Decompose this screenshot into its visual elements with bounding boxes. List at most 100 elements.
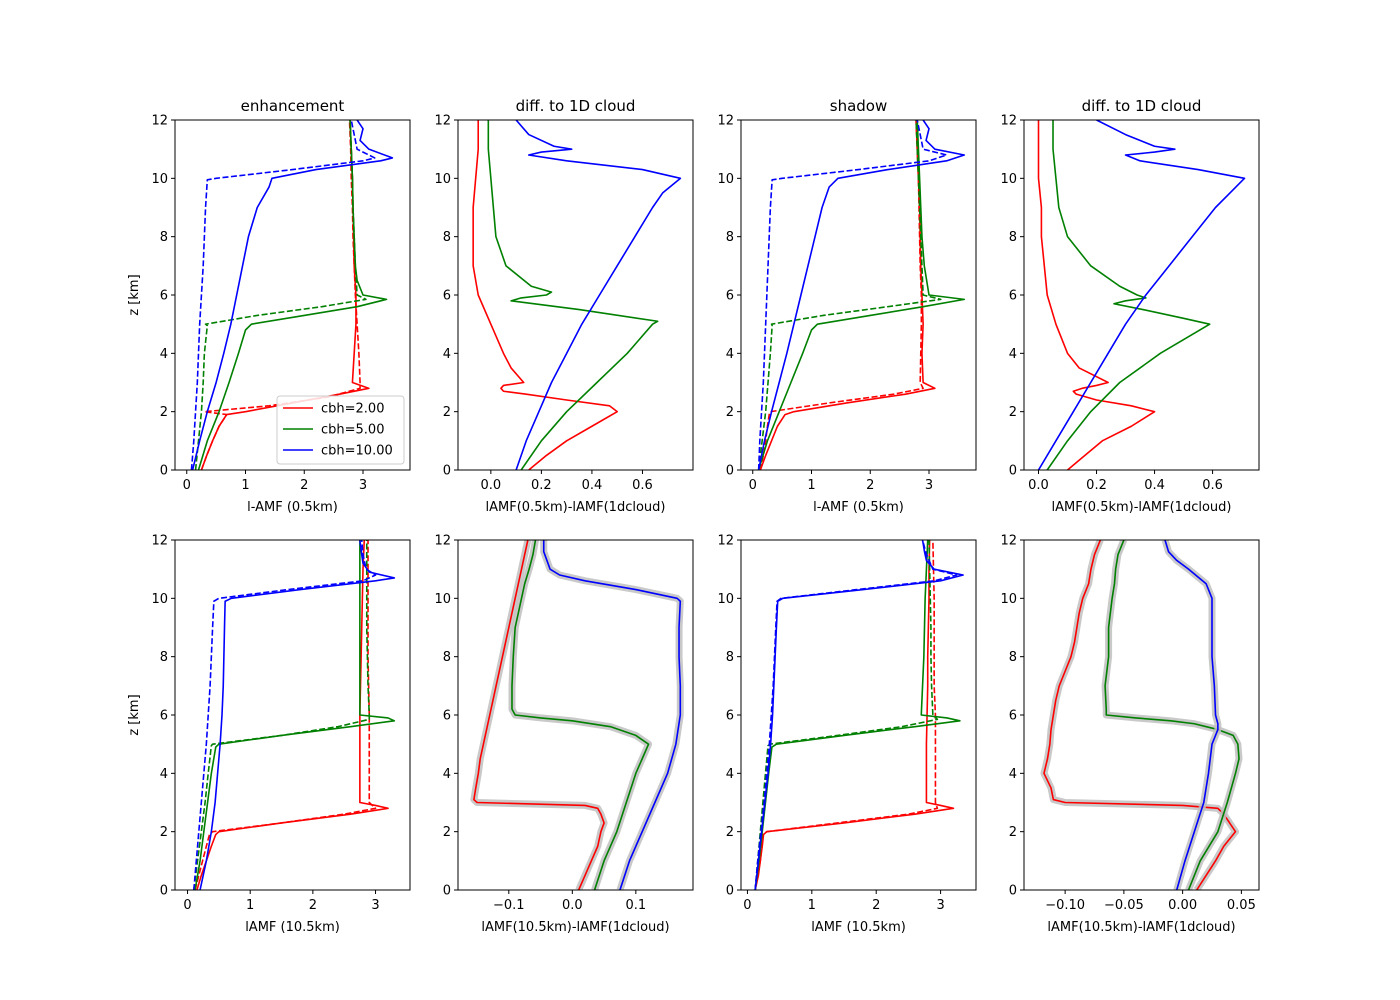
y-tick-label: 6 [443,289,451,304]
series-line-dashed [194,540,377,890]
y-axis-label: z [km] [127,694,142,735]
y-tick-label: 2 [1009,825,1017,840]
x-tick-label: 2 [866,478,874,493]
x-tick-label: 3 [359,478,367,493]
series-line [473,540,605,890]
y-tick-label: 10 [151,592,168,607]
axes-frame [1023,119,1260,471]
panel-title: diff. to 1D cloud [1082,97,1202,115]
y-tick-label: 6 [726,289,734,304]
x-tick-label: 2 [300,478,308,493]
legend-entry: cbh=2.00 [321,402,384,417]
y-tick-label: 6 [160,289,168,304]
y-tick-label: 0 [1009,464,1017,479]
y-tick-label: 8 [726,650,734,665]
x-tick-label: 3 [925,478,933,493]
y-tick-label: 0 [160,884,168,899]
y-tick-label: 6 [1009,709,1017,724]
series-line [515,120,682,470]
axes-frame [1023,539,1260,891]
series-line [199,540,396,890]
series-line-dashed [190,120,376,470]
x-axis-label: lAMF (10.5km) [811,920,906,935]
x-tick-label: −0.05 [1104,898,1144,913]
series-line [757,120,966,470]
series-line [472,120,618,470]
x-tick-label: 1 [241,478,249,493]
x-tick-label: 0 [749,478,757,493]
series-line [759,120,936,470]
x-tick-label: 0 [183,898,191,913]
y-tick-label: 0 [726,464,734,479]
y-tick-label: 2 [160,405,168,420]
y-tick-label: 0 [443,464,451,479]
x-tick-label: 1 [807,478,815,493]
uncertainty-band [508,540,653,890]
panel-6: lAMF(10.5km)-lAMF(1dcloud) 0 2 4 6 8 10 12 −0.1 0… [434,534,694,935]
x-axis-label: lAMF(0.5km)-lAMF(1dcloud) [1052,500,1232,515]
x-axis-label: l-AMF (0.5km) [247,500,338,515]
y-tick-label: 4 [1009,347,1017,362]
y-tick-label: 10 [151,172,168,187]
y-tick-label: 8 [443,650,451,665]
x-axis-label: lAMF(10.5km)-lAMF(1dcloud) [1047,920,1235,935]
y-tick-label: 2 [160,825,168,840]
x-axis-label: lAMF (10.5km) [245,920,340,935]
y-tick-label: 4 [726,347,734,362]
series-line [1043,540,1237,890]
series-line-dashed [754,540,958,890]
y-tick-label: 12 [434,114,451,129]
panel-8: lAMF(10.5km)-lAMF(1dcloud) 0 2 4 6 8 10 12 −0.10… [1000,534,1260,935]
series-line [1164,540,1219,890]
y-tick-label: 10 [717,592,734,607]
series-line-dashed [754,540,939,890]
series-line-dashed [193,540,371,890]
y-tick-label: 10 [1000,172,1017,187]
y-tick-label: 0 [1009,884,1017,899]
y-tick-label: 12 [1000,114,1017,129]
x-tick-label: 0.1 [625,898,646,913]
y-tick-label: 12 [717,534,734,549]
axes-frame [457,119,694,471]
series-line [1046,120,1211,470]
y-tick-label: 10 [434,592,451,607]
y-tick-label: 12 [434,534,451,549]
x-axis-label: l-AMF (0.5km) [813,500,904,515]
series-line-dashed [757,120,948,470]
y-tick-label: 8 [160,650,168,665]
x-tick-label: 0.0 [1028,478,1049,493]
series-line-dashed [759,120,924,470]
y-tick-label: 2 [443,405,451,420]
x-tick-label: 0 [743,898,751,913]
y-tick-label: 4 [1009,767,1017,782]
legend-entry: cbh=10.00 [321,444,393,459]
x-tick-label: 0.2 [531,478,552,493]
y-tick-label: 4 [726,767,734,782]
y-tick-label: 10 [1000,592,1017,607]
x-tick-label: 1 [808,898,816,913]
y-tick-label: 6 [443,709,451,724]
y-tick-label: 6 [1009,289,1017,304]
x-axis-label: lAMF(10.5km)-lAMF(1dcloud) [481,920,669,935]
x-tick-label: −0.1 [493,898,525,913]
series-line [754,540,964,890]
y-tick-label: 6 [160,709,168,724]
series-line [487,120,659,470]
y-tick-label: 8 [1009,650,1017,665]
y-tick-label: 6 [726,709,734,724]
panel-title: diff. to 1D cloud [516,97,636,115]
series-line [1037,120,1246,470]
y-tick-label: 12 [1000,534,1017,549]
series-line [757,120,966,470]
x-tick-label: 0.6 [1202,478,1223,493]
series-line [194,540,396,890]
x-tick-label: 0.4 [1144,478,1165,493]
panel-title: enhancement [241,97,345,115]
panel-title: shadow [830,97,887,115]
x-tick-label: 2 [872,898,880,913]
